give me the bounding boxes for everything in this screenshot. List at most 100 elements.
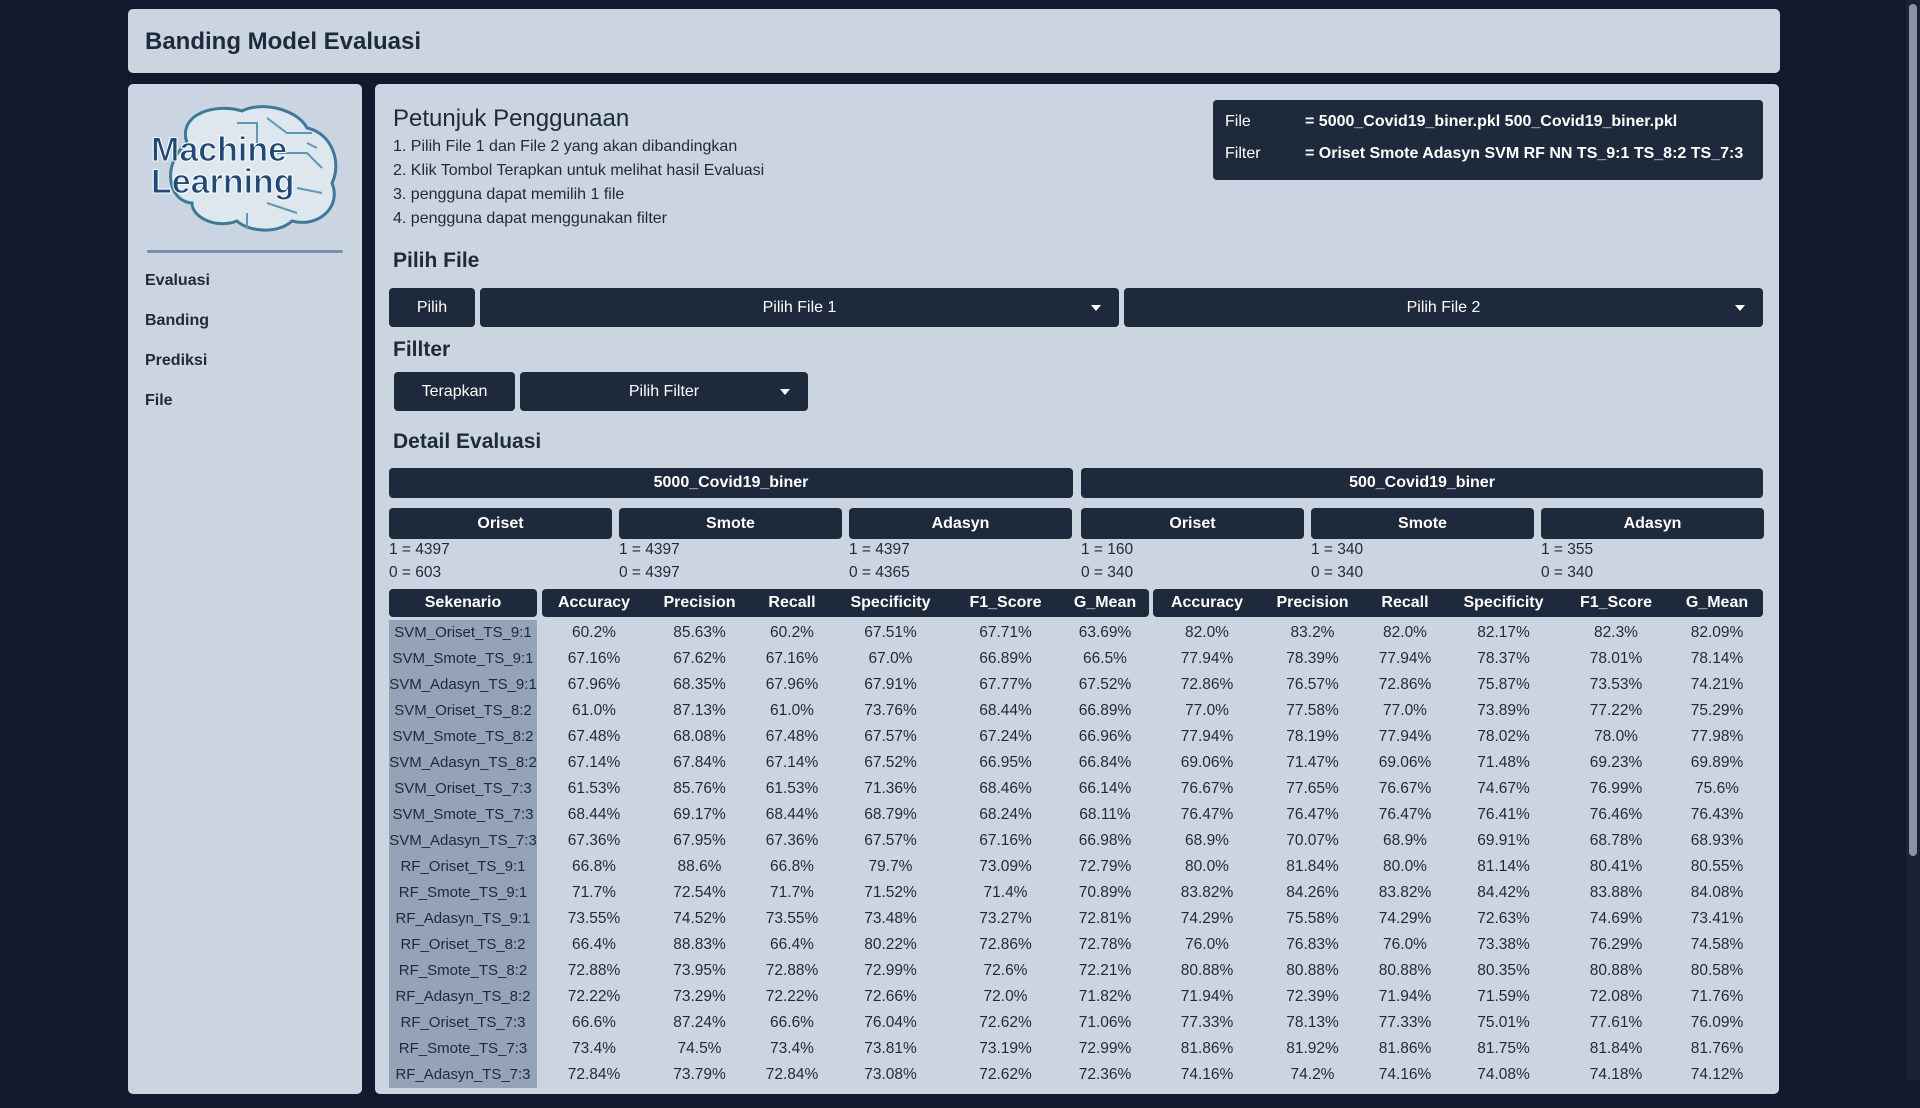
column-header: Precision (1276, 594, 1349, 611)
menu-item[interactable]: File (145, 392, 173, 409)
metric-cell: 73.4% (770, 1040, 814, 1057)
metric-cell: 75.6% (1695, 780, 1739, 797)
metric-cell: 76.67% (1180, 780, 1234, 797)
metric-cell: 68.24% (979, 806, 1032, 823)
metric-cell: 73.81% (864, 1040, 917, 1057)
metric-cell: 74.08% (1477, 1066, 1530, 1083)
metric-cell: 81.86% (1180, 1040, 1234, 1057)
column-header: G_Mean (1685, 594, 1749, 611)
metric-cell: 68.11% (1079, 806, 1131, 823)
metric-cell: 82.0% (1383, 624, 1427, 641)
apply-button[interactable]: Terapkan (394, 372, 515, 411)
metric-cell: 68.08% (673, 728, 726, 745)
metric-cell: 84.26% (1286, 884, 1339, 901)
metric-cell: 77.98% (1690, 728, 1744, 745)
metric-cell: 67.77% (979, 676, 1032, 693)
menu-item[interactable]: Banding (145, 312, 209, 329)
scenario-cell: SVM_Adasyn_TS_7:3 (389, 828, 537, 854)
class-count: 1 = 340 (1311, 541, 1364, 558)
column-header: G_Mean (1073, 594, 1137, 611)
metric-cell: 73.55% (765, 910, 819, 927)
method-header: Smote (619, 508, 842, 539)
metric-cell: 77.0% (1383, 702, 1427, 719)
file-dropdown[interactable]: Pilih File 2 (1124, 288, 1763, 327)
metric-cell: 76.43% (1690, 806, 1744, 823)
metric-cell: 71.7% (770, 884, 814, 901)
metric-cell: 85.63% (673, 624, 726, 641)
metric-cell: 66.89% (1078, 702, 1132, 719)
metric-cell: 71.4% (983, 884, 1028, 901)
metric-cell: 77.94% (1378, 728, 1432, 745)
metric-cell: 77.22% (1589, 702, 1643, 719)
metric-cell: 78.37% (1477, 650, 1530, 667)
metric-cell: 74.5% (677, 1040, 722, 1057)
metric-cell: 72.6% (983, 962, 1028, 979)
metric-cell: 72.22% (765, 988, 819, 1005)
method-header: Oriset (1081, 508, 1304, 539)
menu-item[interactable]: Prediksi (145, 352, 208, 369)
metric-cell: 76.47% (1180, 806, 1234, 823)
metric-cell: 61.53% (765, 780, 819, 797)
column-header: Specificity (1463, 594, 1544, 611)
metric-cell: 67.57% (864, 832, 917, 849)
filter-dropdown[interactable]: Pilih Filter (520, 372, 808, 411)
metric-cell: 80.0% (1185, 858, 1229, 875)
metric-cell: 67.36% (567, 832, 621, 849)
metric-cell: 81.84% (1589, 1040, 1643, 1057)
instruction-step: 3. pengguna dapat memilih 1 file (393, 186, 625, 203)
scrollbar-thumb[interactable] (1909, 4, 1917, 856)
metric-cell: 73.76% (864, 702, 917, 719)
metric-cell: 72.0% (983, 988, 1028, 1005)
file-dropdown[interactable]: Pilih File 1 (480, 288, 1119, 327)
method-header: Adasyn (1541, 508, 1764, 539)
metric-cell: 81.84% (1286, 858, 1339, 875)
info-label: Filter (1225, 145, 1261, 162)
metric-cell: 71.82% (1078, 988, 1132, 1005)
metric-cell: 74.69% (1589, 910, 1643, 927)
scenario-cell: SVM_Smote_TS_9:1 (389, 646, 537, 672)
metric-cell: 76.67% (1378, 780, 1432, 797)
scenario-cell: SVM_Oriset_TS_7:3 (389, 776, 537, 802)
header: Banding Model Evaluasi (128, 9, 1780, 73)
separator (147, 250, 343, 253)
metric-cell: 75.01% (1477, 1014, 1530, 1031)
metric-cell: 72.79% (1078, 858, 1132, 875)
metric-cell: 72.88% (765, 962, 819, 979)
metric-cell: 78.01% (1589, 650, 1643, 667)
info-label: File (1225, 113, 1251, 130)
metric-cell: 73.09% (979, 858, 1032, 875)
metric-cell: 80.0% (1383, 858, 1427, 875)
class-count: 1 = 160 (1081, 541, 1134, 558)
method-header: Smote (1311, 508, 1534, 539)
metric-cell: 68.78% (1589, 832, 1643, 849)
page: Banding Model Evaluasi Machine Learning … (128, 4, 1917, 1094)
metric-cell: 72.62% (979, 1066, 1032, 1083)
metric-cell: 77.94% (1378, 650, 1432, 667)
metric-cell: 85.76% (673, 780, 726, 797)
logo: Machine Learning (151, 105, 338, 232)
metric-cell: 74.16% (1378, 1066, 1432, 1083)
metric-cell: 74.52% (673, 910, 726, 927)
metric-cell: 76.47% (1378, 806, 1432, 823)
metric-cell: 72.86% (979, 936, 1032, 953)
menu-item[interactable]: Evaluasi (145, 272, 210, 289)
metric-cell: 69.89% (1690, 754, 1744, 771)
metric-cell: 72.62% (979, 1014, 1032, 1031)
metric-cell: 74.67% (1477, 780, 1530, 797)
metric-cell: 71.94% (1180, 988, 1234, 1005)
metric-cell: 76.29% (1589, 936, 1643, 953)
metric-cell: 75.29% (1690, 702, 1744, 719)
metric-cell: 71.06% (1078, 1014, 1132, 1031)
metric-cell: 68.9% (1185, 832, 1229, 849)
metric-cell: 76.99% (1589, 780, 1643, 797)
metric-cell: 73.08% (864, 1066, 917, 1083)
pilih-button[interactable]: Pilih (389, 288, 475, 327)
metric-cell: 88.6% (677, 858, 722, 875)
metric-cell: 66.6% (572, 1014, 616, 1031)
column-header: Recall (1381, 594, 1429, 611)
metric-cell: 73.27% (979, 910, 1032, 927)
method-header: Oriset (389, 508, 612, 539)
header-bg (542, 589, 1149, 617)
instruction-step: 4. pengguna dapat menggunakan filter (393, 210, 667, 227)
metric-cell: 66.98% (1078, 832, 1132, 849)
